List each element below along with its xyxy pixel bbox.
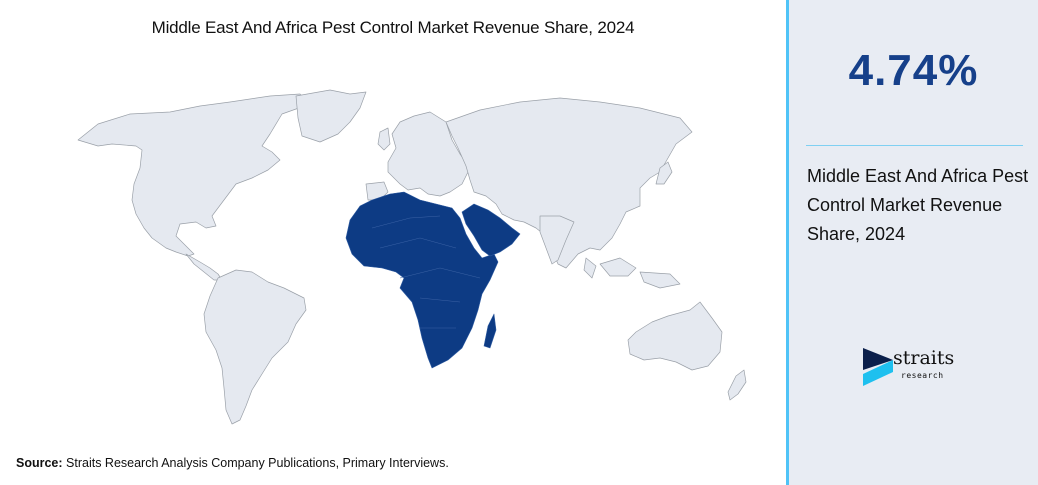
europe-shape <box>387 111 471 197</box>
market-share-value: 4.74% <box>848 46 979 95</box>
stat-panel: 4.74% Middle East And Africa Pest Contro… <box>786 0 1038 485</box>
chart-title: Middle East And Africa Pest Control Mark… <box>151 18 635 37</box>
north-america-shape <box>77 93 311 257</box>
uk-shape <box>377 127 391 151</box>
asia-shape <box>445 97 693 269</box>
australia-shape <box>627 301 723 371</box>
madagascar-shape <box>483 313 497 349</box>
source-note: Source: Straits Research Analysis Compan… <box>16 456 449 470</box>
arabian-peninsula-shape <box>461 203 521 257</box>
logo-subtitle: research <box>901 371 944 380</box>
greenland-shape <box>295 89 367 143</box>
south-america-shape <box>203 269 307 425</box>
central-america-shape <box>185 253 223 281</box>
logo-name: straits <box>893 347 955 369</box>
source-label: Source: <box>16 456 63 470</box>
southeast-asia-shape <box>583 257 681 289</box>
source-text: Straits Research Analysis Company Public… <box>62 456 449 470</box>
straits-logo-icon <box>863 348 893 386</box>
japan-shape <box>655 161 673 185</box>
map-section: Middle East And Africa Pest Control Mark… <box>16 18 747 470</box>
india-shape <box>539 215 575 265</box>
africa-shape <box>345 191 499 369</box>
market-share-description: Middle East And Africa Pest Control Mark… <box>807 166 1029 244</box>
panel-divider <box>806 145 1023 146</box>
straits-research-logo: straits research <box>863 346 973 390</box>
world-map <box>77 89 747 425</box>
new-zealand-shape <box>727 369 747 401</box>
